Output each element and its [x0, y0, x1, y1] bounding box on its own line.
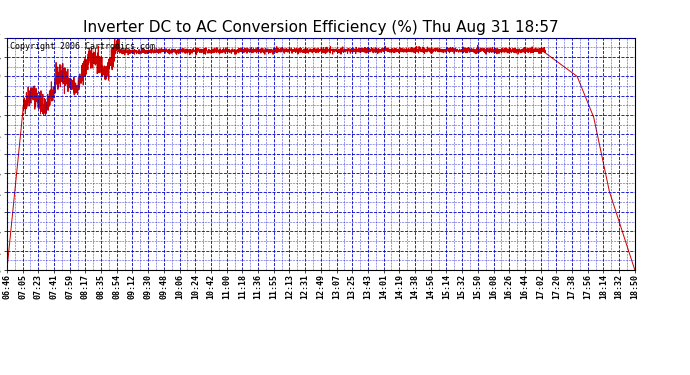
Title: Inverter DC to AC Conversion Efficiency (%) Thu Aug 31 18:57: Inverter DC to AC Conversion Efficiency …: [83, 20, 559, 35]
Text: Copyright 2006 Cartronics.com: Copyright 2006 Cartronics.com: [10, 42, 155, 51]
